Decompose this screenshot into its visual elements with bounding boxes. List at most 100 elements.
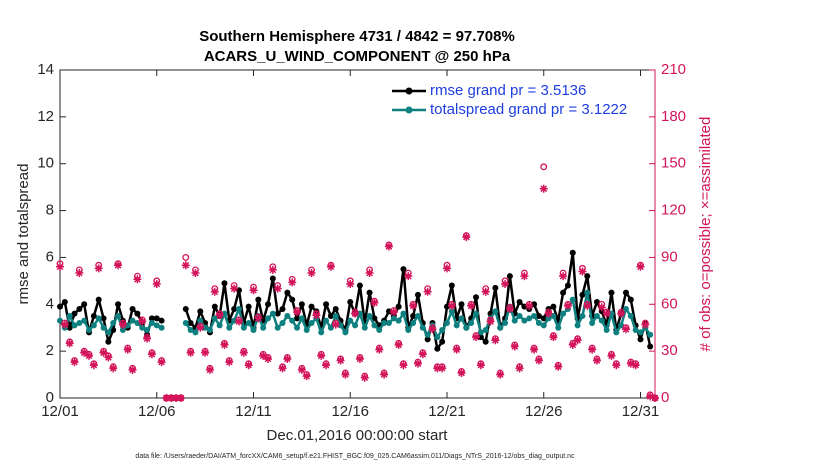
series-marker [400,266,407,273]
series-marker [245,320,252,327]
legend-marker [405,106,413,114]
y-tick-label: 0 [46,389,54,406]
series-marker [327,324,334,331]
series-marker [134,310,141,317]
obs-assimilated [597,303,606,312]
footnote: data file: /Users/raeder/DAI/ATM_forcXX/… [135,453,575,460]
y2-tick-label: 120 [661,202,686,219]
obs-assimilated [389,308,398,317]
series-marker [308,320,315,327]
obs-assimilated [278,364,287,373]
series-marker [298,315,305,322]
obs-assimilated [370,298,379,307]
obs-assimilated [631,361,640,370]
series-marker [511,317,518,324]
series-marker [448,308,455,315]
series-marker [647,331,654,338]
obs-assimilated [312,311,321,320]
obs-assimilated [143,334,152,343]
series-marker [540,315,547,322]
obs-assimilated [486,317,495,326]
series-marker [274,324,281,331]
series-marker [105,338,112,345]
x-tick-label: 12/21 [428,403,466,420]
obs-assimilated [114,261,123,270]
series-marker [569,296,576,303]
series-marker [376,327,383,334]
series-marker [560,289,567,296]
series-marker [245,303,252,310]
series-marker [555,324,562,331]
series-marker [419,324,426,331]
obs-assimilated [273,284,282,293]
series-marker [192,329,199,336]
series-marker [545,315,552,322]
obs-assimilated [225,358,234,367]
obs-assimilated [534,356,543,365]
series-marker [439,327,446,334]
series-marker [434,345,441,352]
series-marker [516,298,523,305]
series-marker [289,296,296,303]
series-marker [473,294,480,301]
series-marker [260,324,267,331]
series-marker [71,310,78,317]
obs-assimilated [462,233,471,242]
obs-assimilated [651,394,659,402]
series-marker [129,305,136,312]
obs-assimilated [147,350,156,359]
obs-assimilated [89,361,98,370]
series-marker [463,324,470,331]
y-tick-label: 4 [46,295,54,312]
obs-assimilated [249,286,258,295]
series-marker [584,273,591,280]
series-marker [294,324,301,331]
series-marker [506,273,513,280]
series-marker [347,298,354,305]
series-marker [521,317,528,324]
obs-assimilated [264,354,273,363]
x-tick-label: 12/11 [235,403,271,420]
series-marker [535,320,542,327]
series-marker [608,289,615,296]
series-marker [323,317,330,324]
series-marker [410,313,417,319]
obs-assimilated [607,351,616,360]
series-marker [492,308,499,315]
series-marker [492,284,499,291]
series-marker [303,327,310,334]
series-marker [482,338,489,345]
series-marker [535,313,542,319]
series-marker [526,315,533,322]
obs-assimilated [283,354,292,363]
obs-possible [182,253,190,261]
obs-assimilated [621,325,630,334]
series-marker [371,322,378,329]
series-marker [593,313,600,319]
series-marker [560,310,567,317]
obs-assimilated [481,287,490,296]
series-marker [153,315,160,322]
obs-assimilated [94,264,103,273]
series-marker [637,336,644,343]
obs-assimilated [210,287,219,296]
obs-assimilated [99,348,108,357]
series-marker [482,327,489,334]
obs-assimilated [191,269,200,278]
series-marker [458,315,465,322]
series-marker [414,291,421,298]
series-marker [76,305,83,312]
series-marker [115,301,122,308]
obs-assimilated [510,342,519,351]
series-marker [385,320,392,327]
obs-assimilated [617,309,626,318]
obs-assimilated [138,317,147,326]
obs-assimilated [239,348,248,357]
series-marker [400,310,407,317]
obs-assimilated [70,358,79,367]
obs-assimilated [384,242,393,251]
series-marker [468,320,475,327]
series-marker [424,336,431,343]
series-marker [347,317,354,324]
